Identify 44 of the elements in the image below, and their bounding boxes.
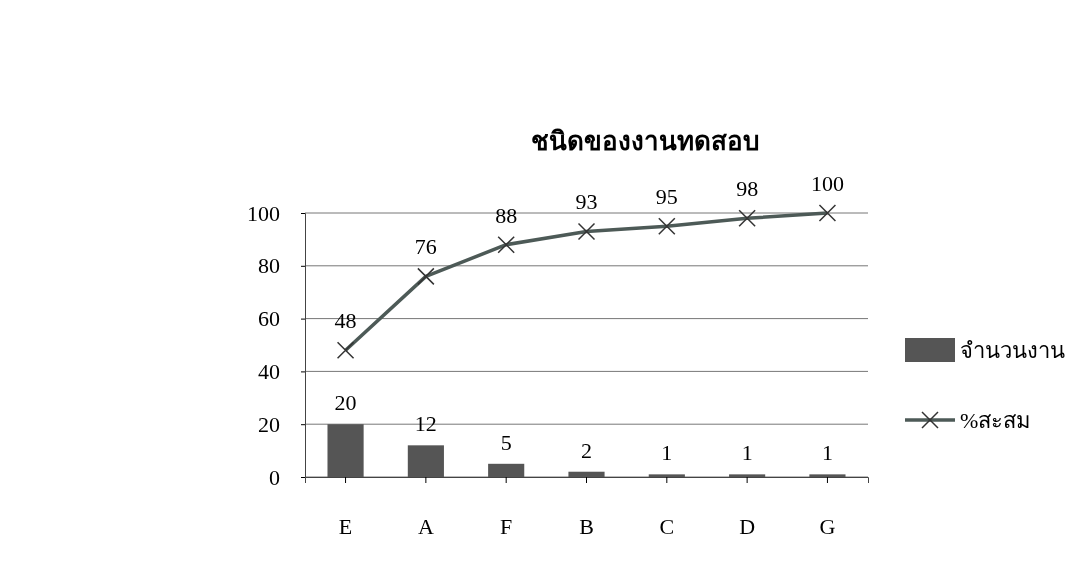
point — [577, 222, 596, 241]
x-tick-label: C — [659, 514, 675, 540]
x-tick-label: F — [500, 514, 513, 540]
x-tick-label: G — [819, 514, 836, 540]
bar — [488, 463, 525, 477]
data-label: 1 — [661, 440, 673, 466]
data-label: 88 — [495, 202, 518, 228]
data-label: 1 — [741, 440, 753, 466]
data-label: 95 — [655, 184, 678, 210]
data-label: 98 — [736, 176, 759, 202]
bar — [568, 471, 605, 477]
y-tick-label: 20 — [258, 411, 280, 437]
y-tick-label: 60 — [258, 306, 280, 332]
chart-title: ชนิดของงานทดสอบ — [530, 127, 760, 156]
y-tick-label: 40 — [258, 358, 280, 384]
point — [658, 217, 676, 235]
data-label: 20 — [334, 390, 357, 416]
point — [738, 209, 756, 228]
data-label: 76 — [414, 234, 437, 260]
bar — [327, 424, 364, 477]
data-label: 48 — [334, 308, 357, 334]
y-tick-label: 0 — [269, 464, 280, 490]
legend-label: %สะสม — [960, 408, 1032, 433]
data-label: 5 — [500, 429, 512, 455]
y-tick-label: 80 — [258, 253, 280, 279]
data-label: 93 — [575, 189, 598, 215]
point — [497, 235, 515, 254]
x-tick-label: E — [338, 514, 353, 540]
x-tick-label: B — [579, 514, 594, 540]
bar — [809, 474, 846, 477]
bar — [407, 445, 444, 477]
data-label: 100 — [810, 171, 844, 196]
y-tick-label: 100 — [247, 200, 280, 226]
point — [417, 267, 435, 286]
data-label: 1 — [821, 440, 833, 466]
bar — [729, 474, 766, 477]
point — [818, 204, 837, 222]
data-label: 2 — [581, 437, 592, 463]
x-tick-label: D — [739, 514, 756, 540]
x-tick-label: A — [417, 514, 434, 540]
legend-label: จำนวนงาน — [960, 338, 1065, 363]
point — [336, 341, 355, 360]
bar — [648, 474, 685, 477]
data-label: 12 — [414, 411, 437, 437]
